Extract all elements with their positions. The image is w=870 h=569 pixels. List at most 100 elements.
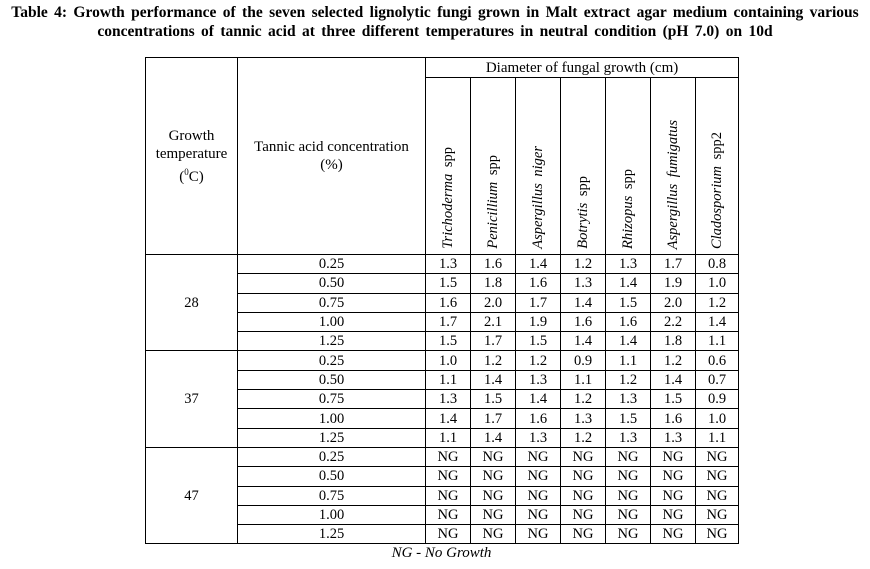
- value-cell: 1.3: [425, 253, 471, 275]
- value-cell: 0.6: [694, 350, 740, 371]
- value-cell: 1.7: [470, 331, 516, 352]
- value-cell: NG: [515, 485, 561, 506]
- growth-temperature-unit: (0C): [179, 166, 204, 185]
- concentration-cell: 0.50: [237, 273, 426, 294]
- concentration-cell: 0.75: [237, 292, 426, 313]
- fungus-name: Aspergillus niger: [529, 146, 546, 249]
- fungus-name: Penicillium spp: [484, 155, 501, 249]
- value-cell: 1.1: [694, 331, 740, 352]
- value-cell: 1.4: [605, 331, 651, 352]
- value-cell: 1.4: [694, 311, 740, 333]
- value-cell: 1.3: [425, 389, 471, 410]
- concentration-cell: 0.25: [237, 350, 426, 371]
- value-cell: 1.7: [470, 408, 516, 429]
- table-row: 0.50 NG NG NG NG NG NG NG: [146, 466, 740, 487]
- value-cell: 1.2: [560, 427, 606, 448]
- footnote: NG - No Growth: [391, 545, 492, 562]
- value-cell: 1.3: [605, 253, 651, 275]
- fungus-column-header: Penicillium spp: [470, 77, 516, 255]
- value-cell: 1.4: [515, 253, 561, 275]
- value-cell: 1.6: [515, 408, 561, 429]
- value-cell: NG: [560, 466, 606, 487]
- value-cell: 1.2: [650, 350, 696, 371]
- value-cell: NG: [425, 485, 471, 506]
- fungus-genus: Cladosporium: [708, 166, 725, 249]
- value-cell: NG: [515, 446, 561, 468]
- value-cell: 1.3: [515, 427, 561, 448]
- value-cell: 1.5: [650, 389, 696, 410]
- value-cell: 1.7: [425, 311, 471, 333]
- fungus-genus: Aspergillus fumigatus: [664, 119, 681, 249]
- caption-line-1: Table 4: Growth performance of the seven…: [11, 4, 859, 21]
- concentration-cell: 0.25: [237, 446, 426, 468]
- value-cell: 1.4: [605, 273, 651, 294]
- fungus-name: Botrytis spp: [574, 176, 591, 249]
- diameter-header: Diameter of fungal growth (cm): [424, 57, 740, 78]
- value-cell: NG: [515, 466, 561, 487]
- table-row: 1.00 1.4 1.7 1.6 1.3 1.5 1.6 1.0: [146, 408, 740, 429]
- fungus-name: Cladosporium spp2: [708, 131, 725, 249]
- table-row: 1.25 1.1 1.4 1.3 1.2 1.3 1.3 1.1: [146, 427, 740, 448]
- value-cell: 1.6: [605, 311, 651, 333]
- value-cell: NG: [605, 485, 651, 506]
- fungus-suffix: spp: [484, 155, 501, 176]
- value-cell: 1.3: [650, 427, 696, 448]
- value-cell: 2.2: [650, 311, 696, 333]
- value-cell: 1.6: [470, 253, 516, 275]
- table-row: 0.50 1.1 1.4 1.3 1.1 1.2 1.4 0.7: [146, 369, 740, 391]
- fungi-header-row: Trichoderma spp Penicillium spp Aspergil…: [146, 77, 740, 255]
- value-cell: 1.1: [694, 427, 740, 448]
- value-cell: 1.7: [515, 292, 561, 313]
- value-cell: 1.8: [650, 331, 696, 352]
- value-cell: 1.9: [650, 273, 696, 294]
- temperature-cell: 28: [145, 253, 238, 352]
- value-cell: 2.1: [470, 311, 516, 333]
- value-cell: 1.2: [694, 292, 740, 313]
- value-cell: 0.9: [694, 389, 740, 410]
- value-cell: NG: [650, 446, 696, 468]
- value-cell: 1.3: [515, 369, 561, 391]
- table-row: 37 0.25 1.0 1.2 1.2 0.9 1.1 1.2 0.6: [145, 350, 740, 448]
- value-cell: 1.6: [425, 292, 471, 313]
- value-cell: 0.8: [694, 253, 740, 275]
- caption-line-2: concentrations of tannic acid at three d…: [97, 23, 773, 40]
- value-cell: NG: [560, 485, 606, 506]
- concentration-cell: 1.00: [237, 408, 426, 429]
- temperature-cell: 37: [145, 350, 238, 448]
- value-cell: 1.2: [605, 369, 651, 391]
- value-cell: 1.4: [560, 292, 606, 313]
- table-row: 28 0.25 1.3 1.6 1.4 1.2 1.3 1.7 0.8: [145, 253, 740, 352]
- fungus-suffix: spp: [574, 176, 591, 197]
- value-cell: 1.4: [425, 408, 471, 429]
- value-cell: 1.6: [560, 311, 606, 333]
- fungus-name: Aspergillus fumigatus: [664, 119, 681, 249]
- value-cell: 2.0: [650, 292, 696, 313]
- fungus-genus: Aspergillus niger: [529, 146, 546, 249]
- value-cell: NG: [605, 524, 651, 545]
- value-cell: NG: [605, 446, 651, 468]
- tannic-acid-unit: (%): [320, 157, 343, 173]
- fungus-suffix: spp: [439, 147, 456, 168]
- value-cell: NG: [470, 485, 516, 506]
- concentration-cell: 1.00: [237, 504, 426, 526]
- value-cell: 1.5: [425, 331, 471, 352]
- table-row: 1.25 1.5 1.7 1.5 1.4 1.4 1.8 1.1: [146, 331, 740, 352]
- value-cell: NG: [470, 504, 516, 526]
- value-cell: 1.2: [470, 350, 516, 371]
- value-cell: NG: [694, 485, 740, 506]
- concentration-cell: 0.75: [237, 485, 426, 506]
- value-cell: 1.8: [470, 273, 516, 294]
- value-cell: NG: [470, 466, 516, 487]
- value-cell: 1.6: [650, 408, 696, 429]
- fungus-column-header: Botrytis spp: [560, 77, 606, 255]
- fungus-genus: Botrytis: [574, 203, 591, 249]
- table-row: 47 0.25 NG NG NG NG NG NG NG: [145, 446, 740, 545]
- value-cell: NG: [425, 524, 471, 545]
- value-cell: 1.1: [425, 427, 471, 448]
- value-cell: NG: [605, 504, 651, 526]
- value-cell: 2.0: [470, 292, 516, 313]
- value-cell: 1.5: [425, 273, 471, 294]
- growth-temperature-label: Growth temperature: [155, 127, 228, 162]
- fungus-suffix: spp2: [708, 131, 725, 160]
